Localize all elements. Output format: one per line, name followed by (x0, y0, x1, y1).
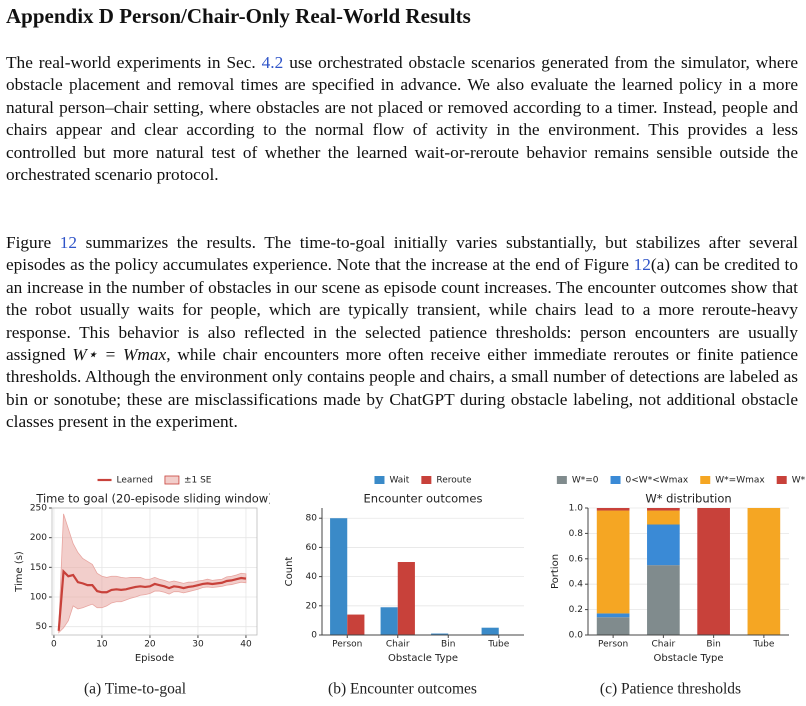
y-tick-label: 1.0 (569, 504, 584, 514)
legend-swatch (700, 476, 711, 484)
x-tick-label: 0 (51, 640, 57, 650)
legend-swatch (374, 476, 385, 484)
error-band (58, 513, 247, 634)
y-axis-label: Portion (550, 554, 561, 589)
y-tick-label: 0.6 (569, 554, 584, 564)
y-tick-label: 0.2 (569, 605, 583, 615)
text: summarizes the results. The time-to-goal… (6, 233, 798, 275)
legend-swatch (164, 475, 180, 485)
chart-title: W* distribution (645, 492, 731, 506)
bar (647, 510, 680, 525)
bar (596, 617, 630, 635)
legend-label: Reroute (436, 476, 472, 486)
paragraph: Figure 12 summarizes the results. The ti… (6, 232, 798, 434)
math: W⋆ = Wmax (72, 345, 167, 365)
x-tick-label: Tube (752, 640, 775, 650)
x-tick-label: Person (598, 640, 628, 650)
section-heading: Appendix D Person/Chair-Only Real-World … (6, 4, 471, 28)
y-tick-label: 0.8 (569, 529, 584, 539)
figure-panel: 0 20 40 60 80 Encounter outcomes Obstacle Type… (284, 476, 524, 698)
line-series (57, 569, 247, 631)
x-tick-label: Tube (487, 640, 510, 650)
y-tick-label: 250 (30, 504, 47, 514)
y-tick-label: 0 (311, 631, 317, 641)
x-tick-label: Bin (706, 640, 720, 650)
text: The real-world experiments in Sec. (6, 53, 262, 72)
x-tick-label: Chair (386, 640, 410, 650)
bar (330, 518, 348, 635)
y-tick-label: 100 (30, 593, 47, 603)
y-axis-label: Count (284, 557, 295, 587)
x-axis-label: Obstacle Type (653, 653, 723, 664)
legend-label: ±1 SE (184, 476, 212, 486)
y-tick-label: 80 (306, 514, 318, 524)
legend-swatch (421, 476, 432, 484)
y-tick-label: 20 (306, 601, 318, 611)
paragraph: The real-world experiments in Sec. 4.2 u… (6, 52, 798, 186)
legend-swatch (556, 476, 567, 484)
chart-title: Encounter outcomes (364, 492, 483, 506)
plot-frame (51, 507, 258, 636)
x-axis-label: Obstacle Type (388, 653, 458, 664)
x-tick-label: Bin (441, 640, 455, 650)
bar (596, 510, 630, 614)
legend-swatch (610, 476, 621, 484)
x-tick-label: 30 (192, 640, 204, 650)
cross-reference[interactable]: 4.2 (261, 53, 284, 72)
text: , while chair encounters more often rece… (6, 345, 798, 432)
y-tick-label: 0.4 (569, 580, 584, 590)
bar (647, 508, 680, 511)
x-tick-label: 10 (96, 640, 108, 650)
caption: (b) Encounter outcomes (328, 681, 477, 698)
chart-title: Time to goal (20-episode sliding window) (35, 492, 270, 506)
text: use orchestrated obstacle scenarios gene… (6, 53, 799, 185)
y-tick-label: 150 (30, 563, 47, 573)
x-tick-label: 40 (240, 640, 252, 650)
cross-reference[interactable]: 12 (633, 255, 651, 275)
figure-panel: 0.0 0.2 0.4 0.6 0.8 1.0 W* distribution Obstacl… (550, 476, 806, 698)
y-tick-label: 40 (306, 572, 318, 582)
text: Figure (6, 233, 60, 252)
y-axis-label: Time (s) (14, 551, 25, 593)
bar (596, 508, 630, 511)
cross-reference[interactable]: 12 (59, 233, 78, 252)
y-tick-label: 60 (306, 543, 318, 553)
legend-label: W*=∞ (792, 476, 806, 486)
text: (a) can be credited to an increase in th… (6, 255, 798, 365)
y-tick-label: 200 (30, 533, 47, 543)
bar (747, 508, 781, 635)
x-tick-label: 20 (144, 640, 156, 650)
bar (697, 508, 730, 635)
bar (596, 613, 630, 618)
y-tick-label: 0.0 (569, 631, 584, 641)
legend-label: W*=0 (572, 476, 599, 486)
x-axis-label: Episode (135, 653, 174, 664)
bar (397, 562, 415, 635)
legend-swatch (776, 476, 787, 484)
bar (481, 627, 499, 635)
y-tick-label: 50 (36, 622, 48, 632)
caption: (c) Patience thresholds (600, 681, 741, 698)
legend-label: Learned (117, 476, 153, 486)
x-tick-label: Person (332, 640, 362, 650)
bar (347, 614, 365, 635)
bar (431, 633, 449, 635)
bar (380, 607, 398, 635)
bar (647, 524, 680, 566)
legend-label: 0<W*<Wmax (626, 476, 689, 486)
legend-label: W*=Wmax (715, 476, 765, 486)
caption: (a) Time-to-goal (84, 681, 186, 698)
legend-label: Wait (389, 476, 409, 486)
x-tick-label: Chair (652, 640, 676, 650)
bar (647, 565, 680, 635)
